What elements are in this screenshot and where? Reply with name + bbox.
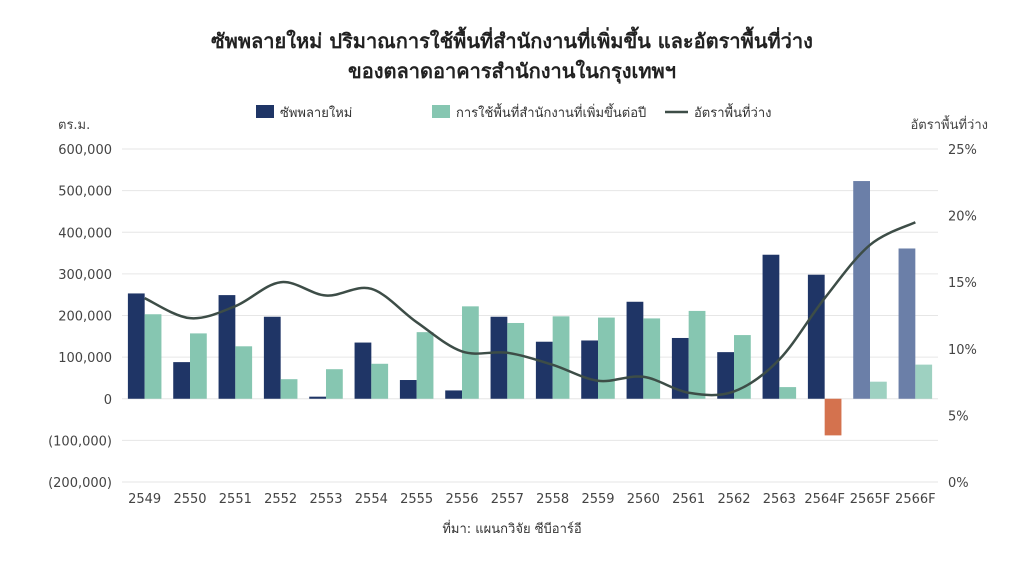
left-tick-label: (200,000) <box>48 476 112 491</box>
bar-new-supply <box>399 380 417 399</box>
bar-new-supply <box>898 248 916 399</box>
x-tick-label: 2549 <box>128 492 161 507</box>
x-tick-label: 2565F <box>850 492 891 507</box>
left-tick-label: 100,000 <box>58 351 112 366</box>
x-tick-label: 2566F <box>895 492 936 507</box>
x-tick-label: 2560 <box>627 492 660 507</box>
left-tick-label: (100,000) <box>48 434 112 449</box>
x-tick-label: 2553 <box>309 492 342 507</box>
legend: ซัพพลายใหม่ การใช้พื้นที่สำนักงานที่เพิ่… <box>256 103 772 121</box>
bar-net-absorption <box>779 387 797 399</box>
legend-swatch-net-absorption <box>432 105 450 118</box>
right-tick-label: 5% <box>948 409 969 424</box>
bar-new-supply <box>309 396 326 399</box>
bar-net-absorption <box>824 398 842 436</box>
left-tick-label: 400,000 <box>58 226 112 241</box>
bar-new-supply <box>354 342 372 399</box>
x-tick-label: 2554 <box>355 492 388 507</box>
left-tick-label: 200,000 <box>58 310 112 325</box>
bar-net-absorption <box>371 363 389 399</box>
bar-new-supply <box>127 293 145 399</box>
legend-swatch-new-supply <box>256 105 274 118</box>
bar-new-supply <box>490 316 508 399</box>
bar-net-absorption <box>598 317 615 399</box>
legend-label-new-supply: ซัพพลายใหม่ <box>280 105 352 121</box>
left-axis-unit: ตร.ม. <box>58 118 90 133</box>
x-tick-label: 2552 <box>264 492 297 507</box>
x-tick-label: 2557 <box>491 492 524 507</box>
bar-new-supply <box>581 340 598 399</box>
bars <box>127 181 933 436</box>
x-axis-ticks: 2549 2550 2551 2552 2553 2554 2555 2556 2557 2558… <box>128 492 935 507</box>
left-tick-label: 500,000 <box>58 185 112 200</box>
left-tick-label: 300,000 <box>58 268 112 283</box>
right-tick-label: 15% <box>948 276 977 291</box>
vacancy-line <box>144 221 916 397</box>
bar-new-supply <box>717 352 734 399</box>
bar-net-absorption <box>643 318 661 399</box>
gridlines <box>122 148 938 483</box>
bar-new-supply <box>626 301 644 399</box>
right-axis-title: อัตราพื้นที่ว่าง <box>910 115 988 133</box>
x-tick-label: 2556 <box>445 492 478 507</box>
bar-new-supply <box>218 295 236 399</box>
x-tick-label: 2555 <box>400 492 433 507</box>
bar-new-supply <box>671 337 689 399</box>
bar-net-absorption <box>235 346 253 399</box>
x-tick-label: 2559 <box>581 492 614 507</box>
bar-new-supply <box>853 181 870 399</box>
bar-new-supply <box>535 341 553 399</box>
bar-net-absorption <box>688 310 706 399</box>
bar-net-absorption <box>552 316 570 399</box>
bar-net-absorption <box>734 335 751 399</box>
legend-label-vacancy: อัตราพื้นที่ว่าง <box>694 103 772 121</box>
x-tick-label: 2562 <box>717 492 750 507</box>
right-tick-label: 25% <box>948 143 977 158</box>
bar-net-absorption <box>507 322 525 399</box>
right-axis-ticks: 25% 20% 15% 10% 5% 0% <box>948 143 977 491</box>
bar-new-supply <box>263 316 281 399</box>
x-tick-label: 2550 <box>173 492 206 507</box>
right-tick-label: 20% <box>948 210 977 225</box>
left-tick-label: 0 <box>104 393 112 408</box>
source-note: ที่มา: แผนกวิจัย ซีบีอาร์อี <box>442 520 581 537</box>
x-tick-label: 2563 <box>763 492 796 507</box>
chart-title-line-2: ของตลาดอาคารสำนักงานในกรุงเทพฯ <box>348 59 676 84</box>
left-tick-label: 600,000 <box>58 143 112 158</box>
vacancy-line-layer <box>144 221 916 397</box>
bar-new-supply <box>445 390 462 399</box>
bar-net-absorption <box>870 381 887 399</box>
bar-new-supply <box>762 254 780 399</box>
bar-net-absorption <box>326 369 343 399</box>
right-tick-label: 0% <box>948 476 969 491</box>
bar-new-supply <box>173 362 190 399</box>
bar-net-absorption <box>280 379 298 399</box>
bar-net-absorption <box>144 314 162 399</box>
bar-new-supply <box>807 274 825 399</box>
bar-net-absorption <box>416 332 434 399</box>
x-tick-label: 2561 <box>672 492 705 507</box>
bar-net-absorption <box>190 333 207 399</box>
x-tick-label: 2564F <box>804 492 845 507</box>
chart-title-line-1: ซัพพลายใหม่ ปริมาณการใช้พื้นที่สำนักงานท… <box>211 26 813 53</box>
legend-label-net-absorption: การใช้พื้นที่สำนักงานที่เพิ่มขึ้นต่อปี <box>456 103 646 121</box>
left-axis-ticks: 600,000 500,000 400,000 300,000 200,000 100,0… <box>48 143 112 491</box>
x-tick-label: 2551 <box>219 492 252 507</box>
right-tick-label: 10% <box>948 343 977 358</box>
bar-net-absorption <box>915 364 933 399</box>
x-tick-label: 2558 <box>536 492 569 507</box>
